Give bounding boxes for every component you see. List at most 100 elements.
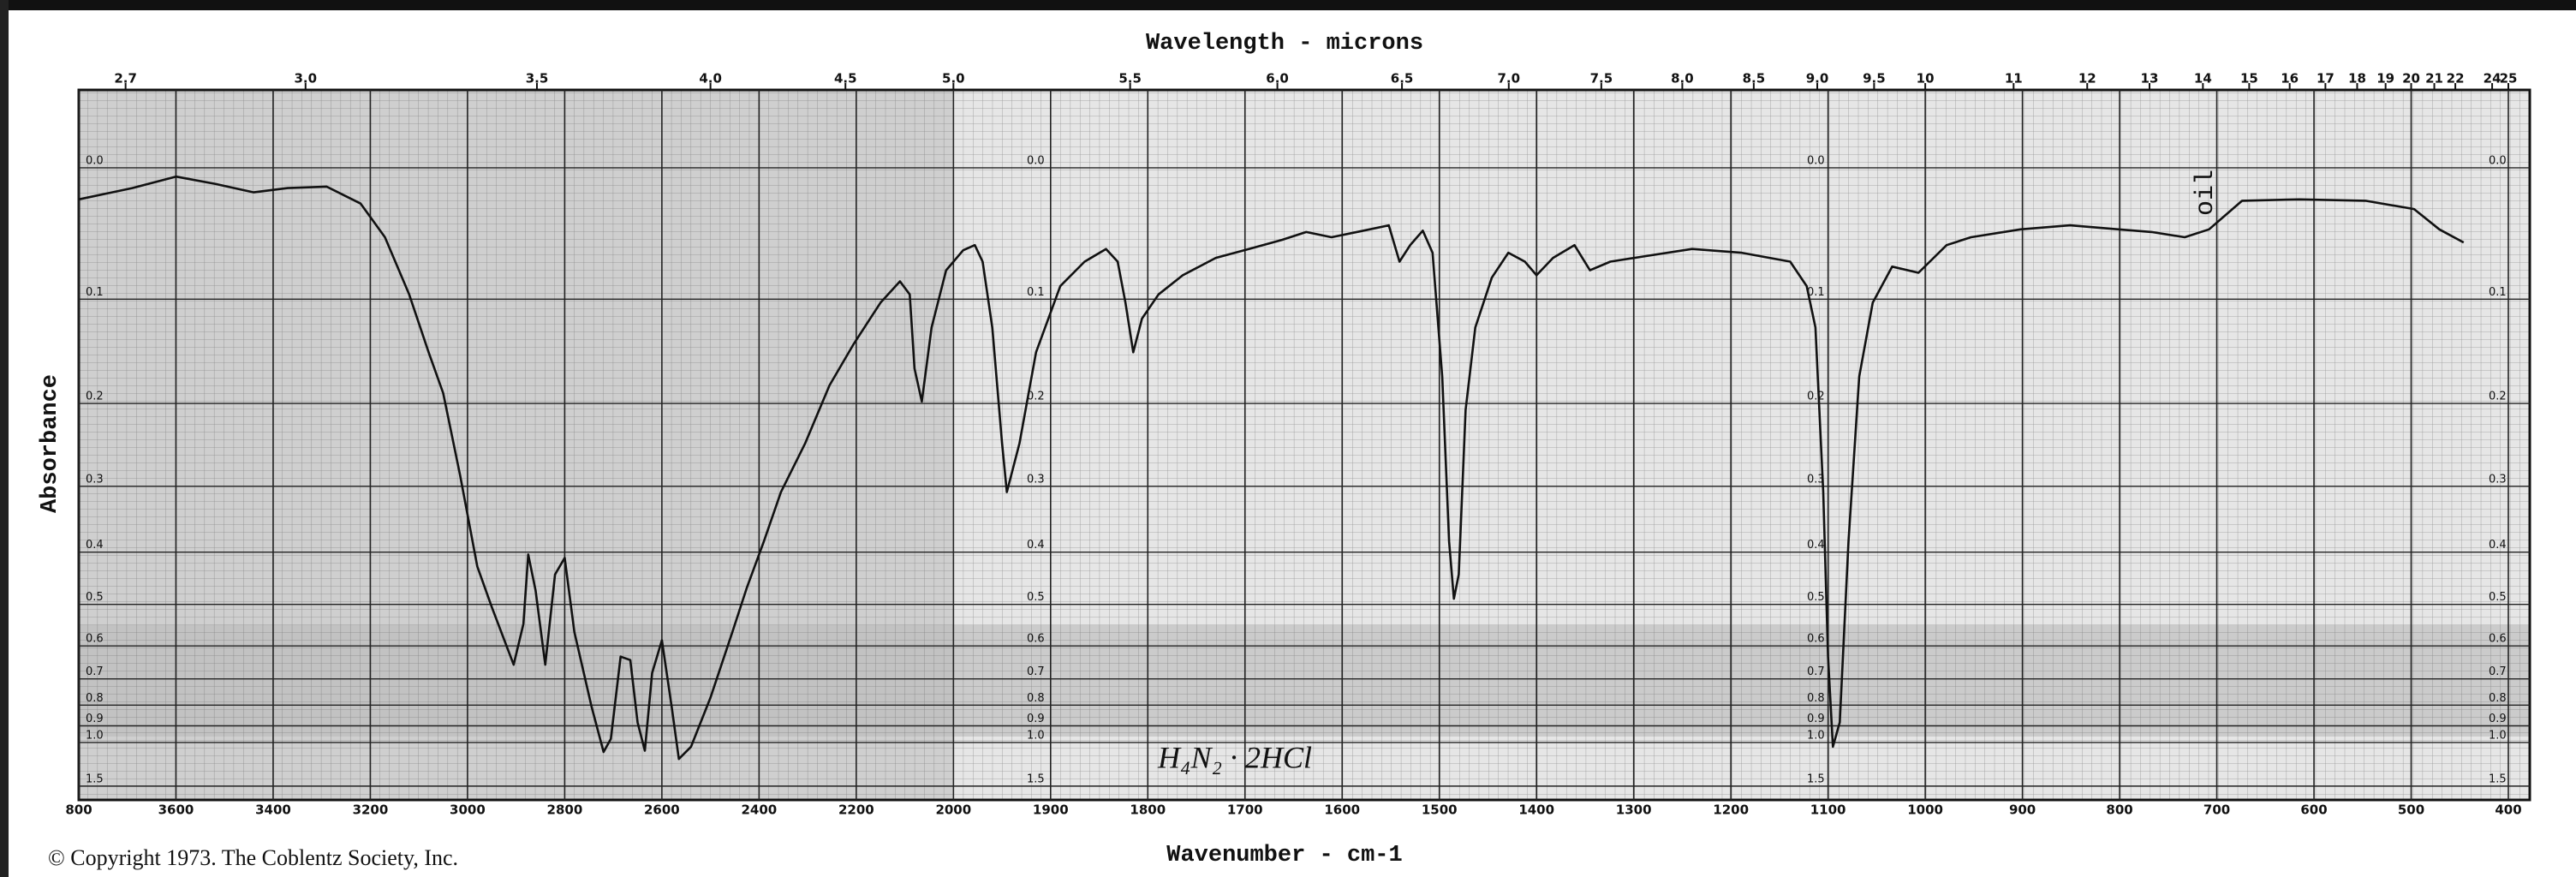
top-tick-label: 8.0: [1671, 71, 1694, 87]
y-tick-label: 0.2: [86, 391, 104, 403]
x-tick-label: 1300: [1616, 802, 1652, 818]
top-tick-label: 20: [2402, 71, 2420, 87]
y-tick-label: 0.3: [1807, 473, 1825, 486]
y-tick-label: 0.2: [1807, 391, 1825, 403]
x-tick-label: 1000: [1907, 802, 1943, 818]
top-tick-label: 3.5: [526, 71, 549, 87]
y-tick-label: 0.1: [1807, 286, 1825, 299]
top-tick-label: 12: [2078, 71, 2096, 87]
oil-note: oil: [2191, 170, 2221, 216]
y-tick-label: 0.1: [1027, 286, 1045, 299]
formula-note: H₄N₂ · 2HCl: [1157, 740, 1312, 774]
y-tick-label: 0.5: [1027, 591, 1045, 604]
y-tick-label: 0.6: [86, 633, 104, 646]
y-tick-label: 1.0: [1807, 729, 1825, 742]
y-tick-label: 1.5: [2489, 773, 2507, 785]
y-tick-label: 0.9: [1027, 713, 1045, 725]
y-tick-label: 0.0: [86, 154, 104, 167]
y-axis-title: Absorbance: [38, 374, 63, 513]
x-tick-label: 1100: [1810, 802, 1846, 818]
y-tick-label: 0.7: [1807, 665, 1825, 678]
y-tick-label: 0.1: [86, 286, 104, 299]
scan-border: [0, 0, 9, 877]
top-tick-label: 5.0: [942, 71, 965, 87]
top-tick-label: 7.0: [1497, 71, 1520, 87]
top-tick-label: 9.0: [1806, 71, 1829, 87]
y-tick-label: 0.4: [1027, 539, 1045, 552]
labels: 800 3600 3400 3200 3000 2800 2600 2400 2200 2000 1…: [65, 71, 2521, 818]
top-tick-label: 7.5: [1590, 71, 1613, 87]
x-tick-label: 1900: [1033, 802, 1069, 818]
scan-border: [0, 0, 2576, 10]
y-tick-label: 0.7: [86, 665, 104, 678]
y-tick-label: 0.2: [1027, 391, 1045, 403]
top-tick-label: 25: [2500, 71, 2518, 87]
marks: [78, 175, 2465, 761]
copyright: © Copyright 1973. The Coblentz Society, …: [48, 845, 458, 870]
top-tick-label: 2.7: [114, 71, 137, 87]
top-tick-label: 3.0: [294, 71, 317, 87]
y-tick-label: 0.9: [86, 713, 104, 725]
y-tick-label: 0.7: [2489, 665, 2507, 678]
top-tick-label: 16: [2281, 71, 2299, 87]
y-tick-label: 1.0: [2489, 729, 2507, 742]
y-tick-label: 0.4: [1807, 539, 1825, 552]
x-tick-label: 1400: [1518, 802, 1554, 818]
y-tick-label: 0.1: [2489, 286, 2507, 299]
x-tick-label: 3200: [353, 802, 389, 818]
grid: [78, 83, 2530, 800]
y-tick-label: 0.6: [1807, 633, 1825, 646]
y-tick-label: 0.8: [2489, 692, 2507, 705]
y-tick-label: 0.4: [2489, 539, 2507, 552]
y-tick-label: 1.5: [86, 773, 104, 785]
y-tick-label: 1.0: [86, 729, 104, 742]
top-tick-label: 24: [2484, 71, 2501, 87]
x-tick-label: 1500: [1422, 802, 1458, 818]
x-tick-label: 1800: [1130, 802, 1166, 818]
x-tick-label: 900: [2009, 802, 2036, 818]
top-tick-label: 22: [2447, 71, 2465, 87]
x-tick-label: 3400: [255, 802, 291, 818]
y-tick-label: 0.0: [2489, 154, 2507, 167]
x-tick-label: 1700: [1227, 802, 1263, 818]
top-tick-label: 17: [2317, 71, 2334, 87]
x-tick-label: 2200: [838, 802, 874, 818]
x-axis-title: Wavenumber - cm-1: [1166, 843, 1402, 868]
y-tick-label: 0.6: [2489, 633, 2507, 646]
y-tick-label: 0.9: [1807, 713, 1825, 725]
x-tick-label: 2400: [741, 802, 777, 818]
top-tick-label: 21: [2425, 71, 2443, 87]
y-tick-label: 0.3: [86, 473, 104, 486]
x-tick-label: 800: [2106, 802, 2132, 818]
top-tick-label: 6.0: [1266, 71, 1289, 87]
y-tick-label: 1.5: [1807, 773, 1825, 785]
y-tick-label: 0.8: [86, 692, 104, 705]
top-tick-label: 10: [1917, 71, 1935, 87]
y-tick-label: 0.8: [1807, 692, 1825, 705]
x-tick-label: 2600: [644, 802, 680, 818]
y-tick-label: 1.5: [1027, 773, 1045, 785]
x-tick-label: 3000: [450, 802, 486, 818]
top-tick-label: 19: [2376, 71, 2394, 87]
top-tick-label: 4.0: [699, 71, 722, 87]
x-tick-label: 2800: [547, 802, 583, 818]
minor-grid: [79, 90, 2530, 800]
top-tick-label: 9.5: [1863, 71, 1886, 87]
x-tick-label: 2000: [935, 802, 971, 818]
x-tick-label: 1600: [1324, 802, 1360, 818]
x-tick-label: 1200: [1713, 802, 1749, 818]
x-tick-label: 800: [65, 802, 92, 818]
top-tick-label: 13: [2141, 71, 2159, 87]
y-tick-label: 0.8: [1027, 692, 1045, 705]
x-tick-label: 500: [2398, 802, 2424, 818]
y-tick-label: 0.0: [1027, 154, 1045, 167]
top-axis-title: Wavelength - microns: [1146, 31, 1423, 57]
top-tick-label: 15: [2240, 71, 2258, 87]
x-tick-label: 3600: [158, 802, 194, 818]
y-tick-label: 0.7: [1027, 665, 1045, 678]
top-tick-label: 8.5: [1743, 71, 1766, 87]
y-tick-label: 0.5: [86, 591, 104, 604]
top-tick-label: 11: [2005, 71, 2023, 87]
top-tick-label: 14: [2194, 71, 2212, 87]
